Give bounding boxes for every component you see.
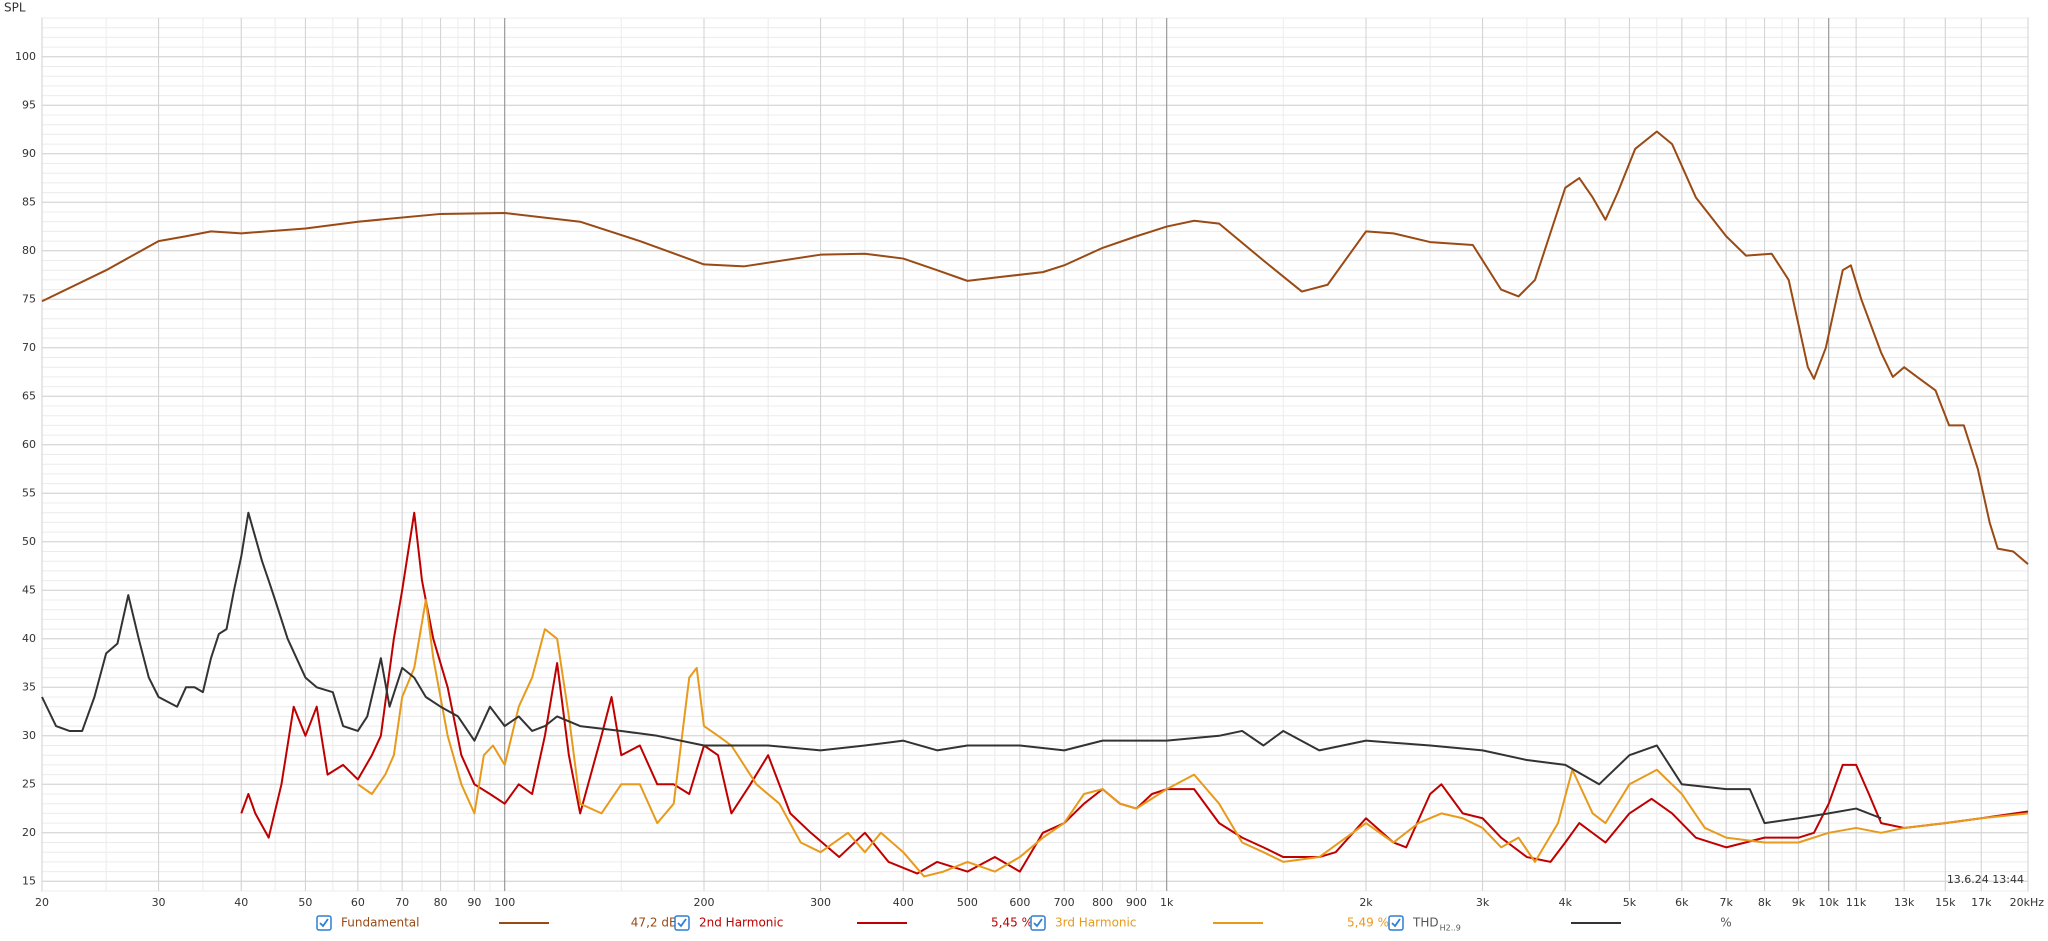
series-line [41, 511, 1882, 825]
y-tick-label: 80 [22, 244, 36, 257]
x-tick-label: 200 [694, 896, 715, 909]
x-tick-label: 100 [494, 896, 515, 909]
series-line [240, 511, 2029, 875]
y-tick-label: 30 [22, 729, 36, 742]
x-tick-label: 17k [1971, 896, 1992, 909]
legend-readout: % [1720, 916, 1731, 930]
y-tick-label: 45 [22, 583, 36, 596]
x-tick-label: 700 [1054, 896, 1075, 909]
y-tick-label: 95 [22, 98, 36, 111]
checkbox-box[interactable] [1030, 915, 1046, 931]
legend-checkbox[interactable] [1030, 915, 1046, 931]
y-tick-label: 55 [22, 486, 36, 499]
x-tick-label: 4k [1559, 896, 1573, 909]
x-tick-label: 900 [1126, 896, 1147, 909]
legend-checkbox[interactable] [316, 915, 332, 931]
x-tick-label: 600 [1009, 896, 1030, 909]
x-tick-label: 1k [1160, 896, 1174, 909]
x-tick-label: 8k [1758, 896, 1772, 909]
x-tick-label: 300 [810, 896, 831, 909]
x-tick-label: 500 [957, 896, 978, 909]
legend-label: 3rd Harmonic [1055, 916, 1136, 930]
legend-readout: 47,2 dB [631, 916, 677, 930]
legend-readout: 5,49 % [1347, 916, 1389, 930]
x-tick-label: 400 [893, 896, 914, 909]
y-tick-label: 25 [22, 777, 36, 790]
y-tick-label: 70 [22, 341, 36, 354]
y-tick-label: 40 [22, 632, 36, 645]
x-tick-label: 80 [434, 896, 448, 909]
y-tick-label: 20 [22, 826, 36, 839]
legend-label-sub: H2..9 [1440, 924, 1461, 933]
legend-readout: 5,45 % [991, 916, 1033, 930]
x-tick-label: 9k [1792, 896, 1806, 909]
plot-lines [41, 130, 2029, 878]
y-tick-label: 60 [22, 438, 36, 451]
checkbox-box[interactable] [674, 915, 690, 931]
y-axis-label: SPL [4, 1, 26, 15]
y-tick-label: 50 [22, 535, 36, 548]
y-tick-label: 90 [22, 147, 36, 160]
y-tick-label: 100 [15, 50, 36, 63]
y-tick-label: 65 [22, 389, 36, 402]
x-tick-label: 90 [467, 896, 481, 909]
x-tick-label: 15k [1935, 896, 1956, 909]
x-tick-label: 60 [351, 896, 365, 909]
x-tick-label: 7k [1719, 896, 1733, 909]
x-tick-label: 20 [35, 896, 49, 909]
y-tick-label: 85 [22, 195, 36, 208]
checkbox-check[interactable] [1033, 918, 1043, 928]
legend: Fundamental 47,2 dB 2nd Harmonic 5,45 % 3rd … [316, 915, 1732, 933]
timestamp: 13.6.24 13:44 [1947, 873, 2024, 886]
x-tick-label: 50 [298, 896, 312, 909]
legend-label: Fundamental [341, 916, 420, 930]
x-tick-label: 40 [234, 896, 248, 909]
checkbox-check[interactable] [677, 918, 687, 928]
grid [41, 17, 2029, 892]
x-tick-label: 30 [152, 896, 166, 909]
checkbox-box[interactable] [1388, 915, 1404, 931]
x-tick-label: 2k [1359, 896, 1373, 909]
x-tick-label: 5k [1623, 896, 1637, 909]
series-line [357, 599, 2029, 878]
y-tick-label: 35 [22, 680, 36, 693]
checkbox-box[interactable] [316, 915, 332, 931]
ticks: 15 20 25 30 35 40 45 50 55 60 65 70 75 80 85 90 95 100 20 3… [15, 50, 2044, 909]
legend-label: THD [1412, 916, 1439, 930]
legend-checkbox[interactable] [674, 915, 690, 931]
x-tick-label: 20kHz [2010, 896, 2045, 909]
x-tick-label: 13k [1894, 896, 1915, 909]
legend-label: 2nd Harmonic [699, 916, 783, 930]
x-tick-label: 6k [1675, 896, 1689, 909]
y-tick-label: 75 [22, 292, 36, 305]
series-line [41, 130, 2029, 565]
x-tick-label: 10k [1819, 896, 1840, 909]
x-tick-label: 800 [1092, 896, 1113, 909]
x-tick-label: 70 [395, 896, 409, 909]
x-tick-label: 11k [1846, 896, 1867, 909]
checkbox-check[interactable] [1391, 918, 1401, 928]
checkbox-check[interactable] [319, 918, 329, 928]
legend-checkbox[interactable] [1388, 915, 1404, 931]
x-tick-label: 3k [1476, 896, 1490, 909]
y-tick-label: 15 [22, 874, 36, 887]
